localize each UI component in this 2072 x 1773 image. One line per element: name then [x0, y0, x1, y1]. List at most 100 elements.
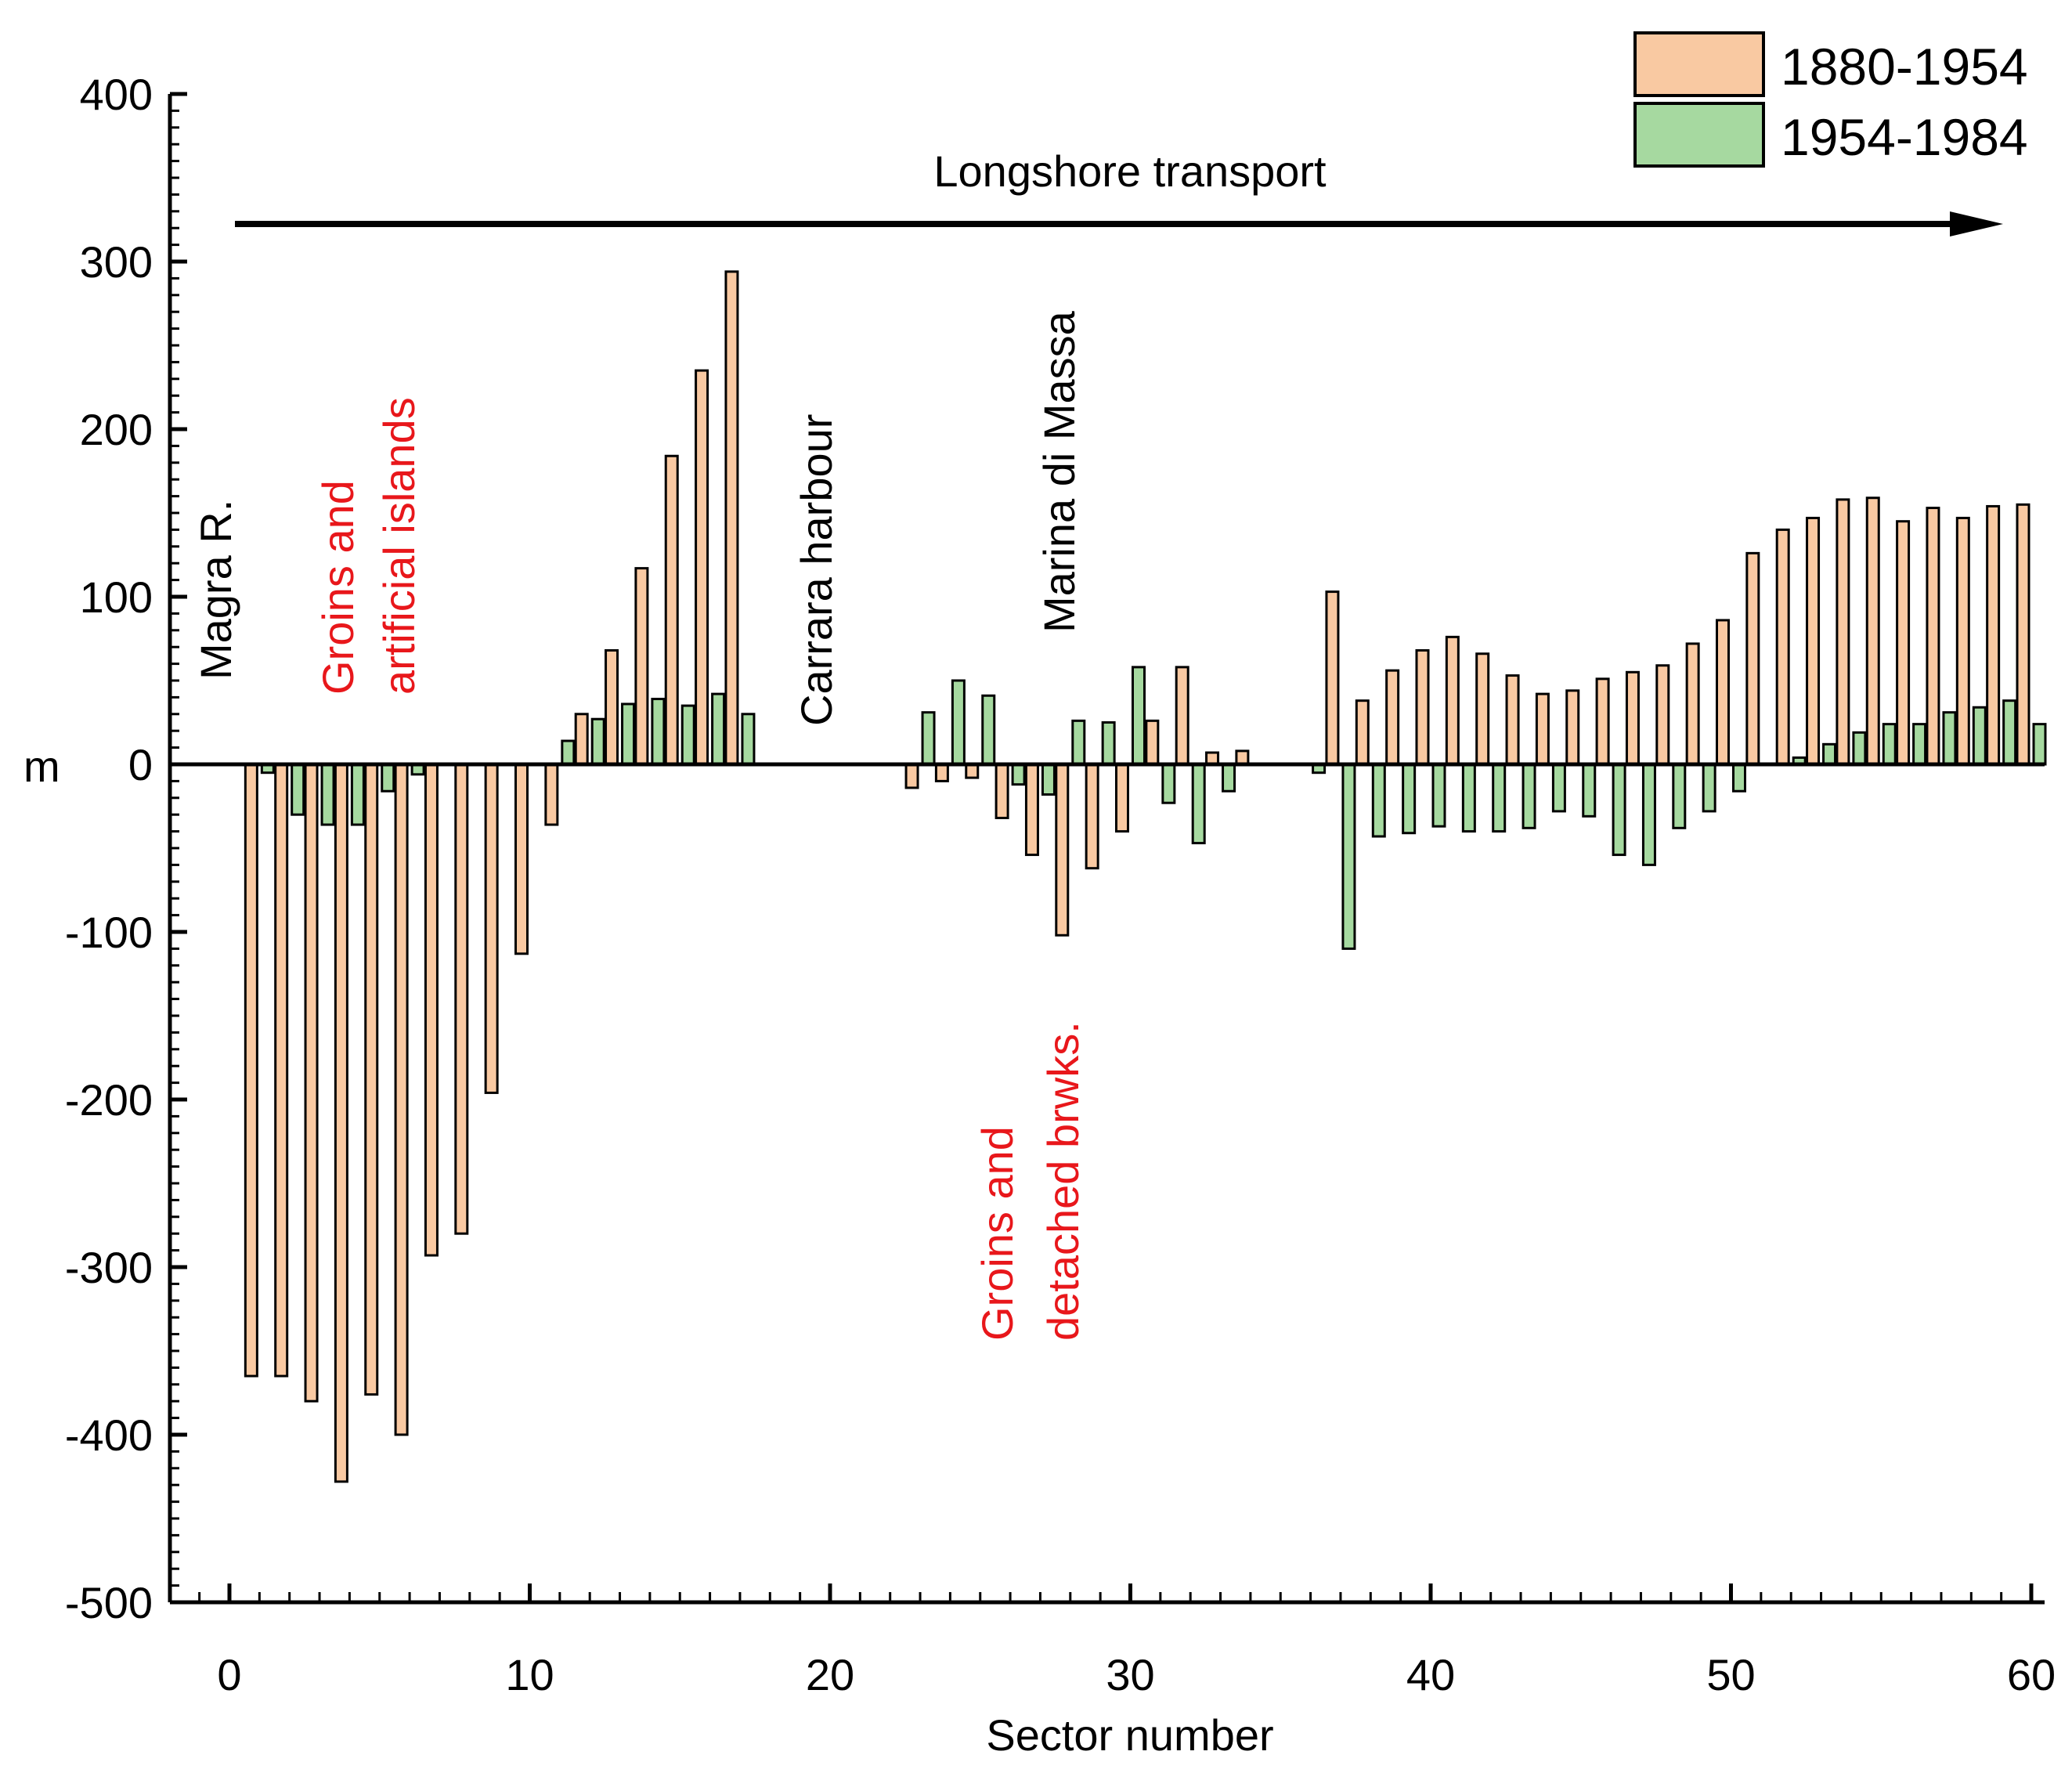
bar-1954-1984 [1371, 763, 1386, 838]
bar-1954-1984 [1852, 731, 1867, 766]
bar-1954-1984 [1492, 763, 1507, 833]
bar-1954-1984 [1041, 763, 1056, 796]
bar-1954-1984 [1822, 742, 1837, 766]
y-tick-label: 100 [80, 572, 153, 622]
bar-1880-1954 [1775, 528, 1790, 766]
bar-1954-1984 [1882, 723, 1897, 766]
annotation-groins-1a: Groins and [313, 480, 363, 695]
y-axis-label: m [23, 742, 60, 791]
bar-1954-1984 [741, 713, 756, 766]
bar-1954-1984 [2032, 723, 2047, 766]
bar-1880-1954 [2016, 503, 2030, 766]
bar-1954-1984 [1222, 763, 1236, 793]
bar-1954-1984 [320, 763, 335, 826]
y-tick-label: 400 [80, 70, 153, 119]
bar-1880-1954 [1955, 516, 1970, 766]
bar-1954-1984 [1161, 763, 1176, 804]
longshore-arrow-head [1950, 211, 2003, 237]
bar-1880-1954 [1145, 719, 1160, 766]
bar-1954-1984 [381, 763, 395, 793]
bar-1880-1954 [544, 763, 559, 826]
bar-1880-1954 [1986, 504, 2001, 766]
bar-1880-1954 [1115, 763, 1129, 833]
bar-1954-1984 [1522, 763, 1536, 829]
bar-1880-1954 [1565, 689, 1580, 766]
longshore-transport-label: Longshore transport [933, 146, 1327, 196]
bar-1880-1954 [1325, 590, 1340, 766]
bar-1954-1984 [621, 702, 636, 766]
bar-1880-1954 [965, 763, 980, 779]
bar-1880-1954 [1896, 520, 1911, 766]
bar-1954-1984 [1612, 763, 1626, 857]
bar-1954-1984 [1402, 763, 1417, 835]
bar-1880-1954 [605, 648, 619, 766]
bar-1954-1984 [651, 698, 666, 766]
bar-1880-1954 [1655, 664, 1670, 766]
series-1954-1984-bars [260, 666, 2047, 950]
x-tick-label: 60 [2007, 1650, 2056, 1699]
bar-1880-1954 [1475, 652, 1490, 766]
y-tick-label: -200 [65, 1075, 153, 1125]
bar-1880-1954 [1055, 763, 1070, 937]
bar-1880-1954 [1926, 507, 1940, 766]
bar-1954-1984 [1071, 719, 1086, 766]
bar-1880-1954 [1175, 666, 1189, 766]
bar-1954-1984 [1972, 706, 1987, 766]
bar-1954-1984 [951, 679, 966, 766]
bar-1880-1954 [1865, 497, 1880, 766]
y-tick-label: -100 [65, 908, 153, 957]
y-tick-label: -500 [65, 1578, 153, 1627]
bar-1954-1984 [291, 763, 305, 816]
bar-1880-1954 [724, 270, 739, 766]
legend-label-1954-1984: 1954-1984 [1781, 108, 2028, 166]
bar-1880-1954 [1235, 749, 1250, 766]
x-axis-label: Sector number [986, 1710, 1273, 1760]
bar-1954-1984 [1551, 763, 1566, 813]
bar-1954-1984 [1011, 763, 1026, 786]
bar-1880-1954 [1445, 635, 1460, 766]
bar-1880-1954 [364, 763, 379, 1396]
bar-1880-1954 [1535, 692, 1550, 766]
bar-1880-1954 [904, 763, 919, 789]
bar-1880-1954 [1024, 763, 1039, 857]
legend-swatch-1880-1954 [1633, 31, 1765, 97]
series-1880-1954-bars [244, 270, 2030, 1483]
bar-1954-1984 [711, 692, 726, 766]
y-axis-ticks: -500 -400 -300 -200 -100 0 100 200 300 400 [65, 70, 187, 1627]
x-tick-label: 0 [217, 1650, 241, 1699]
bar-1954-1984 [1132, 666, 1146, 766]
legend-swatch-1954-1984 [1633, 102, 1765, 168]
y-tick-label: -400 [65, 1410, 153, 1460]
annotation-groins-1b: artificial islands [374, 397, 424, 695]
bar-1954-1984 [1732, 763, 1746, 793]
bar-1880-1954 [1385, 669, 1400, 766]
bar-1954-1984 [1702, 763, 1716, 813]
x-tick-label: 50 [1706, 1650, 1755, 1699]
bar-1954-1984 [1582, 763, 1597, 818]
bar-1954-1984 [1942, 711, 1957, 766]
bar-1880-1954 [1415, 648, 1430, 766]
legend-label-1880-1954: 1880-1954 [1781, 38, 2028, 96]
bar-1954-1984 [680, 704, 695, 766]
bar-1880-1954 [994, 763, 1009, 819]
bar-1880-1954 [574, 713, 589, 766]
bar-1954-1984 [981, 694, 996, 766]
bar-1880-1954 [244, 763, 258, 1378]
bar-1954-1984 [1431, 763, 1446, 828]
y-tick-label: 200 [80, 405, 153, 454]
annotation-magra: Magra R. [191, 500, 240, 680]
bar-1880-1954 [664, 454, 679, 766]
bar-1954-1984 [1191, 763, 1206, 845]
bar-1954-1984 [1101, 721, 1116, 766]
bar-1954-1984 [561, 739, 576, 766]
bar-1954-1984 [350, 763, 365, 826]
bar-1880-1954 [304, 763, 319, 1403]
annotation-groins-2a: Groins and [973, 1126, 1022, 1341]
x-tick-label: 40 [1406, 1650, 1455, 1699]
bar-1880-1954 [514, 763, 529, 955]
bar-1954-1984 [1672, 763, 1687, 829]
bar-1954-1984 [590, 717, 605, 766]
bar-1880-1954 [484, 763, 499, 1094]
bar-1880-1954 [1625, 670, 1640, 766]
bar-1880-1954 [1355, 699, 1370, 766]
